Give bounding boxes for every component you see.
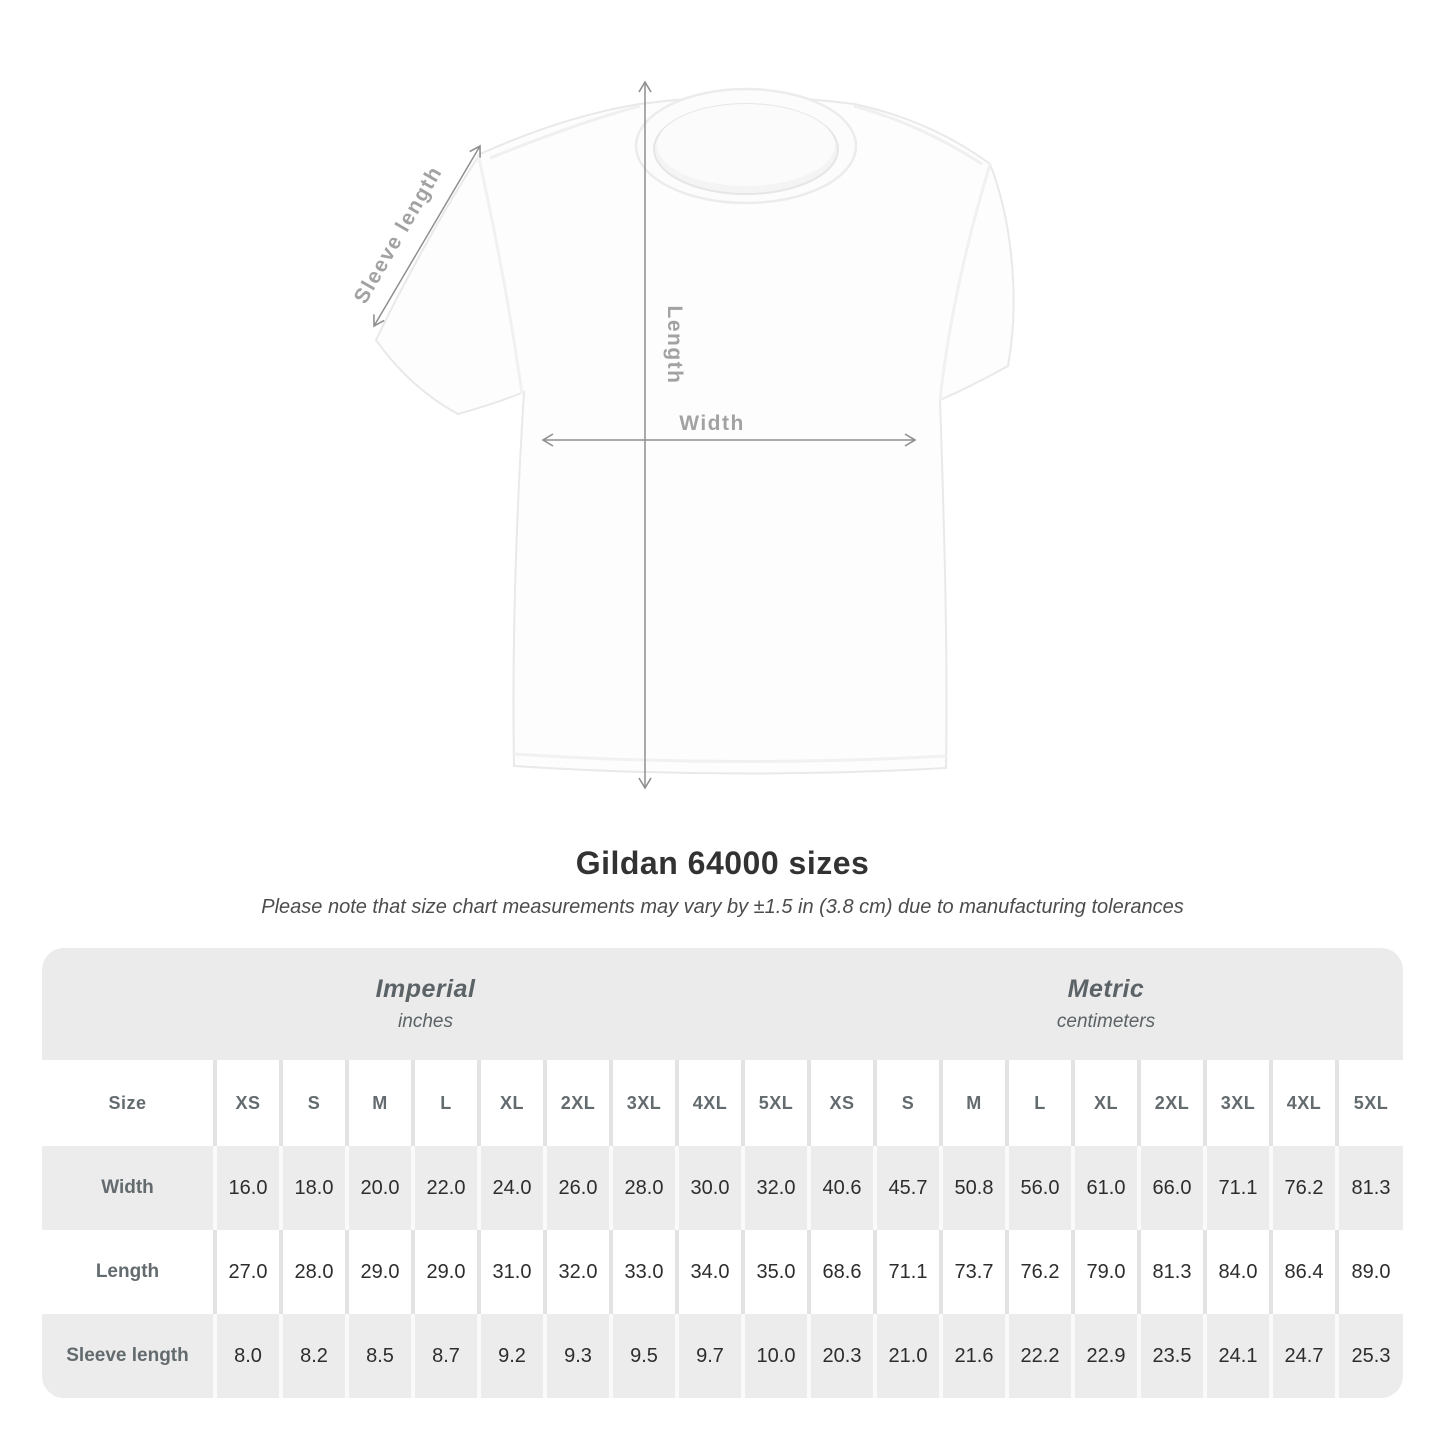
imperial-label: Imperial: [375, 975, 476, 1003]
table-cell: 30.0: [675, 1146, 743, 1230]
table-cell: 81.3: [1335, 1146, 1403, 1230]
table-cell: 45.7: [873, 1146, 941, 1230]
table-cell: 29.0: [411, 1230, 479, 1314]
table-cell: 21.0: [873, 1314, 941, 1398]
size-col-metric-3xl: 3XL: [1203, 1060, 1271, 1146]
size-col-metric-2xl: 2XL: [1137, 1060, 1205, 1146]
size-col-metric-m: M: [939, 1060, 1007, 1146]
size-col-imperial-l: L: [411, 1060, 479, 1146]
table-cell: 18.0: [279, 1146, 347, 1230]
size-chart-table: Imperial inches Metric centimeters Size …: [42, 948, 1403, 1398]
metric-label: Metric: [1067, 975, 1145, 1003]
table-cell: 34.0: [675, 1230, 743, 1314]
imperial-section-header: Imperial inches: [42, 948, 809, 1060]
table-cell: 31.0: [477, 1230, 545, 1314]
size-col-metric-xs: XS: [807, 1060, 875, 1146]
table-cell: 9.3: [543, 1314, 611, 1398]
row-label: Length: [95, 1261, 160, 1282]
size-chart: Imperial inches Metric centimeters Size …: [42, 948, 1403, 1398]
table-cell: 20.3: [807, 1314, 875, 1398]
table-cell: 81.3: [1137, 1230, 1205, 1314]
section-header-row: Imperial inches Metric centimeters: [42, 948, 1403, 1060]
table-cell: 25.3: [1335, 1314, 1403, 1398]
size-header-row: Size XS S M L XL 2XL 3XL 4XL 5XL XS S M L XL 2XL 3XL 4XL…: [42, 1060, 1403, 1146]
tshirt-measurement-diagram: Sleeve length Length Width: [330, 50, 1050, 830]
size-col-imperial-5xl: 5XL: [741, 1060, 809, 1146]
page-title: Gildan 64000 sizes: [575, 845, 870, 881]
size-col-imperial-3xl: 3XL: [609, 1060, 677, 1146]
row-label: Sleeve length: [66, 1345, 189, 1366]
table-cell: 22.9: [1071, 1314, 1139, 1398]
size-col-metric-xl: XL: [1071, 1060, 1139, 1146]
table-cell: 40.6: [807, 1146, 875, 1230]
table-cell: 71.1: [1203, 1146, 1271, 1230]
table-cell: 27.0: [213, 1230, 281, 1314]
table-cell: 50.8: [939, 1146, 1007, 1230]
table-cell: 56.0: [1005, 1146, 1073, 1230]
table-cell: 24.0: [477, 1146, 545, 1230]
table-cell: 24.1: [1203, 1314, 1271, 1398]
table-cell: 22.2: [1005, 1314, 1073, 1398]
imperial-unit: inches: [398, 1011, 453, 1032]
table-cell: 73.7: [939, 1230, 1007, 1314]
table-cell: 8.5: [345, 1314, 413, 1398]
table-cell: 66.0: [1137, 1146, 1205, 1230]
table-cell: 9.2: [477, 1314, 545, 1398]
table-cell: 28.0: [279, 1230, 347, 1314]
table-cell: 16.0: [213, 1146, 281, 1230]
size-col-imperial-s: S: [279, 1060, 347, 1146]
table-cell: 23.5: [1137, 1314, 1205, 1398]
table-cell: 9.5: [609, 1314, 677, 1398]
table-cell: 8.2: [279, 1314, 347, 1398]
sleeve-length-arrow: [373, 144, 481, 328]
table-cell: 61.0: [1071, 1146, 1139, 1230]
table-cell: 28.0: [609, 1146, 677, 1230]
table-cell: 20.0: [345, 1146, 413, 1230]
measurement-row-length: Length 27.0 28.0 29.0 29.0 31.0 32.0 33.0 34.0 35…: [42, 1230, 1403, 1314]
tshirt-diagram-svg: Sleeve length Length Width: [350, 80, 1015, 790]
length-label: Length: [663, 306, 686, 385]
tolerance-note: Please note that size chart measurements…: [261, 896, 1184, 918]
metric-section-header: Metric centimeters: [809, 948, 1403, 1060]
table-cell: 22.0: [411, 1146, 479, 1230]
table-cell: 89.0: [1335, 1230, 1403, 1314]
width-label: Width: [679, 412, 745, 435]
table-cell: 86.4: [1269, 1230, 1337, 1314]
table-cell: 24.7: [1269, 1314, 1337, 1398]
size-corner-header: Size: [108, 1092, 147, 1113]
table-cell: 32.0: [543, 1230, 611, 1314]
measurement-row-sleeve-length: Sleeve length 8.0 8.2 8.5 8.7 9.2 9.3 9.5 9.7 10.…: [42, 1314, 1403, 1398]
size-col-metric-5xl: 5XL: [1335, 1060, 1403, 1146]
row-label: Width: [101, 1177, 154, 1198]
size-col-imperial-xs: XS: [213, 1060, 281, 1146]
size-col-metric-4xl: 4XL: [1269, 1060, 1337, 1146]
metric-unit: centimeters: [1056, 1011, 1156, 1032]
size-col-imperial-m: M: [345, 1060, 413, 1146]
table-cell: 8.7: [411, 1314, 479, 1398]
table-cell: 29.0: [345, 1230, 413, 1314]
size-col-metric-s: S: [873, 1060, 941, 1146]
table-cell: 71.1: [873, 1230, 941, 1314]
size-col-imperial-4xl: 4XL: [675, 1060, 743, 1146]
table-cell: 76.2: [1269, 1146, 1337, 1230]
table-cell: 26.0: [543, 1146, 611, 1230]
table-cell: 35.0: [741, 1230, 809, 1314]
table-cell: 21.6: [939, 1314, 1007, 1398]
table-cell: 84.0: [1203, 1230, 1271, 1314]
size-col-imperial-xl: XL: [477, 1060, 545, 1146]
table-cell: 79.0: [1071, 1230, 1139, 1314]
measurement-arrows: [373, 80, 917, 790]
table-cell: 8.0: [213, 1314, 281, 1398]
size-col-metric-l: L: [1005, 1060, 1073, 1146]
table-cell: 32.0: [741, 1146, 809, 1230]
table-cell: 10.0: [741, 1314, 809, 1398]
table-cell: 68.6: [807, 1230, 875, 1314]
table-cell: 9.7: [675, 1314, 743, 1398]
table-cell: 33.0: [609, 1230, 677, 1314]
table-cell: 76.2: [1005, 1230, 1073, 1314]
measurement-row-width: Width 16.0 18.0 20.0 22.0 24.0 26.0 28.0 30.0 32.…: [42, 1146, 1403, 1230]
size-col-imperial-2xl: 2XL: [543, 1060, 611, 1146]
